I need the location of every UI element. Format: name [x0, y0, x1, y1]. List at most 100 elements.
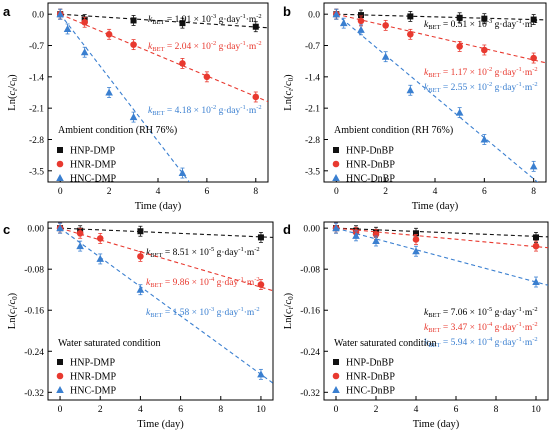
rate-annotation: kBET = 1.58 × 10-3 g·day-1·m-2: [146, 306, 260, 319]
data-point: [130, 41, 137, 48]
fit-line: [59, 227, 273, 384]
fit-line: [335, 13, 539, 182]
data-point: [532, 242, 540, 250]
legend-label: HNC-DnBP: [346, 174, 395, 185]
data-point: [137, 228, 144, 235]
legend-marker: [333, 147, 339, 153]
plot-frame: [47, 221, 274, 401]
data-point: [80, 48, 89, 56]
rate-annotation: kBET = 9.86 × 10-4 g·day-1·m-2: [146, 276, 260, 289]
data-point: [412, 247, 420, 255]
x-tick-label: 0: [334, 187, 339, 197]
legend-marker: [57, 147, 63, 153]
panel-letter: c: [3, 222, 10, 237]
x-axis-label: Time (day): [135, 201, 182, 212]
data-point: [381, 52, 390, 60]
data-point: [179, 20, 186, 27]
y-tick-label: -2.8: [29, 136, 44, 146]
x-tick-label: 4: [433, 187, 438, 197]
legend-marker: [56, 386, 64, 393]
panel-letter: a: [3, 4, 11, 19]
y-tick-label: 0.00: [27, 225, 44, 235]
legend-label: HNR-DMP: [70, 160, 117, 171]
y-tick-label: -0.08: [24, 266, 44, 276]
y-axis-label: Ln(ct/c0): [283, 74, 295, 111]
fit-line: [335, 227, 548, 286]
panel-letter: d: [283, 222, 291, 237]
data-point: [137, 253, 144, 260]
legend-label: HNR-DnBP: [346, 160, 395, 171]
x-tick-label: 10: [531, 405, 541, 415]
data-point: [372, 236, 380, 244]
data-point: [456, 14, 463, 21]
legend-marker: [56, 372, 64, 380]
y-tick-label: -0.24: [24, 348, 44, 358]
rate-annotation: kBET = 2.04 × 10-2 g·day-1·m-2: [148, 40, 262, 53]
condition-label: Water saturated condition: [334, 338, 437, 349]
legend-marker: [56, 160, 64, 168]
series-HNC-DnBP: kBET = 5.94 × 10-4 g·day-1·m-2: [332, 222, 548, 349]
rate-annotation: kBET = 2.55 × 10-2 g·day-1·m-2: [424, 81, 538, 94]
x-tick-label: 10: [256, 405, 266, 415]
x-tick-label: 8: [218, 405, 223, 415]
series-HNC-DMP: kBET = 4.18 × 10-2 g·day-1·m-2: [56, 8, 262, 182]
fit-line: [335, 227, 548, 238]
series-HNR-DMP: kBET = 2.04 × 10-2 g·day-1·m-2: [56, 8, 268, 103]
data-point: [81, 18, 88, 26]
x-axis-label: Time (day): [412, 201, 459, 212]
data-point: [56, 224, 64, 232]
data-point: [413, 230, 419, 237]
data-point: [358, 12, 364, 19]
data-point: [456, 43, 463, 50]
x-tick-label: 4: [414, 405, 419, 415]
y-tick-label: -0.7: [29, 42, 44, 52]
data-point: [203, 73, 211, 81]
x-tick-label: 8: [253, 187, 258, 197]
y-tick-label: -0.16: [24, 307, 44, 317]
x-tick-label: 8: [494, 405, 499, 415]
panel-d: d 0 2 4 6 8 10 0.00 -0.08 -0.16 -0.24 -0.32 Time (da…: [283, 221, 549, 430]
legend-marker: [56, 174, 64, 181]
series-HNR-DnBP: kBET = 1.17 × 10-2 g·day-1·m-2: [333, 8, 546, 79]
fit-line: [335, 227, 548, 249]
rate-annotation: kBET = 1.17 × 10-2 g·day-1·m-2: [424, 66, 538, 79]
rate-annotation: kBET = 4.18 × 10-2 g·day-1·m-2: [148, 104, 262, 117]
rate-annotation: kBET = 7.06 × 10-5 g·day-1·m-2: [424, 306, 538, 319]
x-tick-label: 0: [334, 405, 339, 415]
data-point: [96, 254, 105, 262]
panel-a: a 0 2 4 6 8 0.0 -0.7 -1.4 -2.1 -2.8 -3.5 Time (day) L…: [3, 2, 269, 212]
y-tick-label: -0.24: [300, 348, 320, 358]
data-point: [105, 31, 113, 38]
legend: HNP-DMP HNR-DMP HNC-DMP: [56, 358, 117, 397]
series-HNP-DMP: kBET = 1.91 × 10-3 g·day-1·m-2: [57, 8, 268, 33]
panel-letter: b: [283, 4, 291, 19]
data-point: [76, 242, 84, 250]
x-tick-label: 2: [107, 187, 112, 197]
data-point: [407, 13, 414, 20]
legend-marker: [332, 386, 340, 393]
data-point: [178, 169, 187, 177]
legend-marker: [332, 160, 340, 168]
y-axis-label: Ln(ct/c0): [7, 292, 19, 329]
rate-annotation: kBET = 1.91 × 10-3 g·day-1·m-2: [148, 13, 262, 26]
legend-marker: [332, 174, 340, 181]
legend-label: HNP-DnBP: [346, 146, 394, 157]
rate-annotation: kBET = 8.51 × 10-5 g·day-1·m-2: [146, 246, 260, 259]
legend-label: HNC-DMP: [70, 174, 117, 185]
fit-line: [60, 13, 268, 103]
series-HNC-DnBP: kBET = 2.55 × 10-2 g·day-1·m-2: [332, 8, 539, 182]
legend-label: HNR-DnBP: [346, 372, 395, 383]
x-tick-label: 8: [531, 187, 536, 197]
data-point: [406, 86, 415, 94]
legend-marker: [333, 359, 339, 365]
data-point: [407, 31, 414, 38]
data-point: [96, 235, 104, 242]
y-tick-label: -1.4: [305, 73, 320, 83]
rate-annotation: kBET = 5.94 × 10-4 g·day-1·m-2: [424, 336, 538, 349]
data-point: [63, 24, 72, 32]
data-point: [257, 234, 264, 241]
plot-frame: [323, 221, 549, 401]
x-tick-label: 2: [98, 405, 103, 415]
x-tick-label: 6: [454, 405, 459, 415]
